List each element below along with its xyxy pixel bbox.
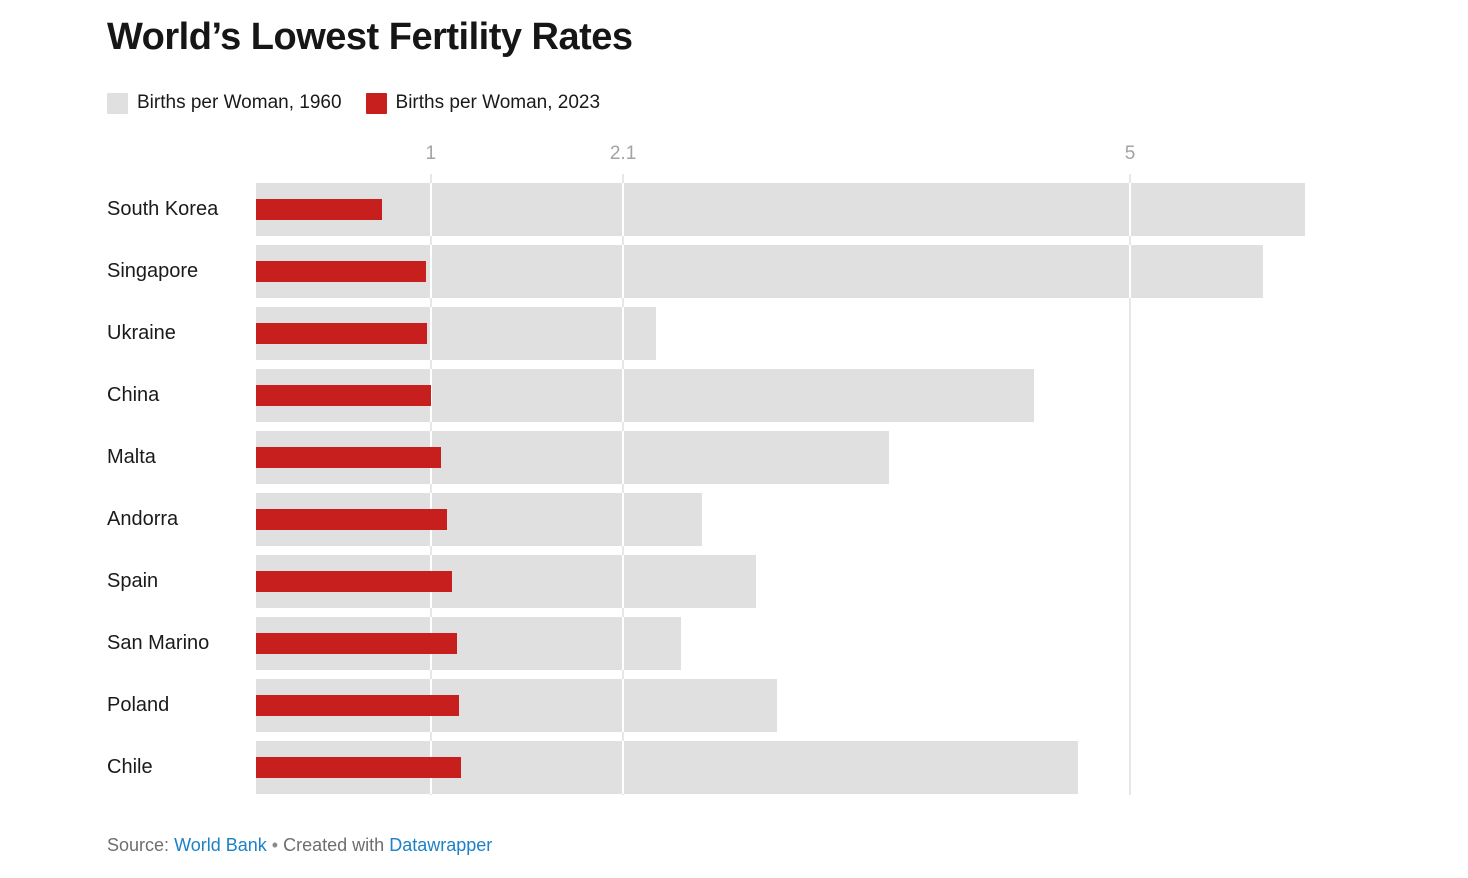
bar-gridline-tick <box>622 617 625 670</box>
footer: Source: World Bank • Created with Datawr… <box>107 835 492 856</box>
axis-tick-label: 2.1 <box>609 143 637 164</box>
chart-title: World’s Lowest Fertility Rates <box>107 16 633 58</box>
gridline <box>622 174 625 795</box>
bar-gridline-tick <box>622 245 625 298</box>
bar-gridline-tick <box>622 307 625 360</box>
bar-2023[interactable] <box>256 509 447 530</box>
bar-gridline-tick <box>1129 245 1131 298</box>
bar-gridline-tick <box>622 431 625 484</box>
bar-gridline-tick <box>429 369 432 422</box>
bar-2023[interactable] <box>256 261 426 282</box>
country-label: Malta <box>107 446 156 468</box>
bar-2023[interactable] <box>256 757 461 778</box>
bar-2023[interactable] <box>256 633 458 654</box>
legend-item-2023: Births per Woman, 2023 <box>365 92 601 114</box>
bar-gridline-tick <box>622 493 625 546</box>
axis-tick-label: 5 <box>1124 143 1136 164</box>
bar-gridline-tick <box>429 183 432 236</box>
gridline <box>1129 174 1131 795</box>
legend: Births per Woman, 1960 Births per Woman, … <box>107 92 600 114</box>
country-label: Ukraine <box>107 322 176 344</box>
bar-gridline-tick <box>622 183 625 236</box>
country-label: Spain <box>107 570 159 592</box>
legend-item-1960: Births per Woman, 1960 <box>107 92 342 114</box>
country-label: South Korea <box>107 198 219 220</box>
country-label: Chile <box>107 756 153 778</box>
country-label: Singapore <box>107 260 199 282</box>
bar-2023[interactable] <box>256 447 442 468</box>
legend-label: Births per Woman, 1960 <box>137 92 342 113</box>
legend-swatch-icon <box>365 92 387 114</box>
bar-gridline-tick <box>622 741 625 794</box>
country-label: China <box>107 384 160 406</box>
country-label: Poland <box>107 694 170 716</box>
bar-gridline-tick <box>429 307 432 360</box>
bar-gridline-tick <box>622 555 625 608</box>
bar-gridline-tick <box>1129 183 1131 236</box>
bar-gridline-tick <box>429 245 432 298</box>
country-label: San Marino <box>107 632 210 654</box>
footer-separator: • <box>271 835 279 855</box>
bar-2023[interactable] <box>256 199 382 220</box>
datawrapper-link[interactable]: Datawrapper <box>389 835 493 855</box>
bar-gridline-tick <box>622 679 625 732</box>
bar-2023[interactable] <box>256 323 428 344</box>
legend-label: Births per Woman, 2023 <box>395 92 601 113</box>
legend-swatch-icon <box>107 92 128 114</box>
bar-2023[interactable] <box>256 695 459 716</box>
bar-2023[interactable] <box>256 385 431 406</box>
source-label: Source: <box>107 835 170 855</box>
source-link[interactable]: World Bank <box>174 835 267 855</box>
bar-2023[interactable] <box>256 571 452 592</box>
axis-tick-label: 1 <box>425 143 437 164</box>
bar-gridline-tick <box>622 369 625 422</box>
gridline <box>429 174 432 795</box>
bar-1960[interactable] <box>256 183 1305 236</box>
created-with-label: Created with <box>283 835 385 855</box>
country-label: Andorra <box>107 508 179 530</box>
